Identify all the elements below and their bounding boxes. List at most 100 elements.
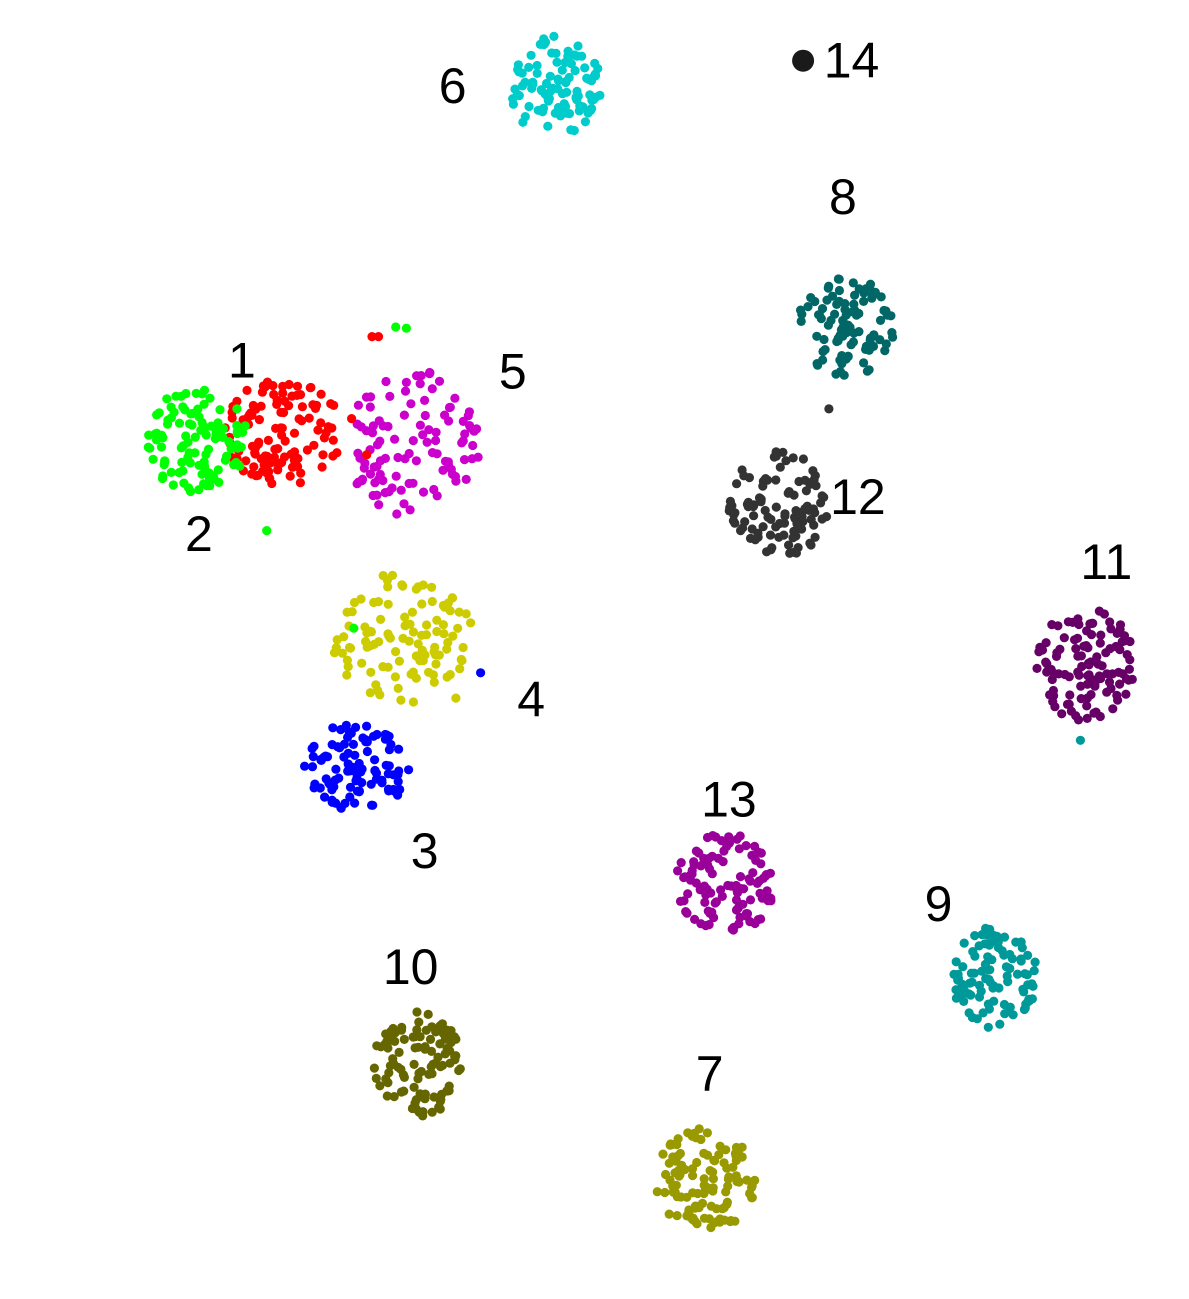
cluster-13-point [691, 846, 702, 856]
cluster-9-point [984, 965, 994, 975]
cluster-10-point [414, 1017, 424, 1027]
cluster-2-point [215, 405, 225, 415]
cluster-10-point [445, 1058, 455, 1068]
cluster-9-point [958, 980, 968, 990]
cluster-11-point [1099, 609, 1109, 619]
cluster-11-point [1064, 699, 1074, 709]
cluster-8-point [875, 335, 885, 345]
cluster-10-point [399, 1034, 409, 1044]
cluster-4-point [418, 580, 428, 590]
cluster-8-point [834, 285, 845, 296]
cluster-4-point [432, 615, 442, 625]
cluster-9-point [951, 957, 961, 967]
cluster-6-point [553, 84, 563, 94]
cluster-8-point [822, 295, 832, 305]
cluster-12-point [740, 517, 750, 527]
cluster-3-point [346, 728, 356, 738]
cluster-4-point [357, 658, 367, 668]
cluster-2-point [232, 420, 242, 431]
cluster-10-point [444, 1035, 454, 1045]
cluster-9-point [980, 939, 990, 949]
cluster-7-point [745, 1188, 755, 1199]
cluster-1-point [261, 458, 271, 468]
cluster-9-point [1024, 994, 1034, 1004]
cluster-label-1: 1 [228, 333, 256, 389]
cluster-5-point [431, 435, 441, 446]
cluster-1-point [268, 457, 278, 467]
cluster-5-point [353, 400, 363, 410]
cluster-1-point [287, 462, 298, 472]
cluster-11-point [1057, 709, 1067, 719]
cluster-5-point [356, 422, 366, 432]
cluster-12-point [788, 453, 798, 463]
cluster-10-point [440, 1049, 450, 1059]
cluster-5-point [431, 427, 441, 437]
cluster-5-point [424, 369, 435, 379]
cluster-10-point [394, 1047, 404, 1057]
cluster-12-point [775, 518, 785, 529]
cluster-10-point [389, 1092, 399, 1102]
cluster-5-point [420, 410, 430, 421]
cluster-5-point [472, 424, 482, 434]
stray-point [361, 636, 371, 647]
cluster-4-point [342, 655, 352, 665]
cluster-4-point [365, 688, 375, 698]
cluster-13-point [766, 893, 776, 904]
cluster-8-point [875, 315, 886, 325]
cluster-9-point [970, 931, 980, 941]
cluster-5-point [432, 491, 442, 501]
cluster-4-point [396, 695, 406, 705]
cluster-2-point [187, 408, 197, 419]
cluster-2-point [144, 430, 154, 440]
cluster-1-point [262, 377, 273, 387]
cluster-3-point [328, 723, 338, 733]
cluster-13-point [679, 872, 689, 883]
cluster-11-point [1082, 679, 1092, 689]
cluster-9-point [964, 1008, 974, 1018]
cluster-5-point [438, 465, 448, 475]
cluster-12-point [784, 540, 794, 550]
cluster-1-point [270, 444, 280, 454]
stray-point [401, 323, 411, 333]
cluster-11-point [1104, 677, 1115, 687]
cluster-11-point [1111, 641, 1121, 652]
cluster-13-point [745, 895, 756, 905]
cluster-7-point [731, 1151, 741, 1161]
cluster-5-point [446, 464, 456, 474]
cluster-1-point [313, 425, 323, 435]
stray-points [262, 322, 1085, 745]
cluster-12-point [779, 530, 789, 540]
cluster-6-point [580, 117, 591, 127]
cluster-13-point [756, 859, 766, 869]
cluster-7-point [675, 1169, 685, 1180]
cluster-3-point [370, 766, 380, 776]
cluster-1-point [280, 436, 290, 446]
cluster-2-point [238, 427, 248, 437]
cluster-7-point [699, 1174, 709, 1184]
cluster-4-point [337, 648, 347, 658]
cluster-1-point [296, 468, 306, 478]
cluster-5-point [406, 399, 416, 409]
cluster-13-point [745, 917, 755, 927]
cluster-5-point [368, 421, 378, 431]
cluster-6-point [564, 109, 575, 119]
cluster-6-point [532, 68, 542, 78]
cluster-3-point [308, 752, 318, 762]
cluster-6-points [508, 31, 605, 136]
cluster-7-point [701, 1182, 711, 1192]
cluster-2-point [181, 388, 191, 399]
cluster-8-point [830, 309, 840, 319]
cluster-3-point [370, 755, 380, 765]
cluster-6-point [517, 81, 528, 91]
cluster-11-point [1071, 644, 1081, 654]
stray-point [367, 332, 377, 342]
cluster-5-point [374, 500, 384, 510]
cluster-3-point [307, 762, 318, 772]
cluster-6-point [569, 125, 579, 136]
cluster-5-point [392, 509, 402, 519]
cluster-13-point [703, 906, 713, 916]
cluster-9-point [994, 983, 1004, 993]
cluster-3-point [327, 795, 337, 805]
cluster-12-point [730, 518, 740, 528]
